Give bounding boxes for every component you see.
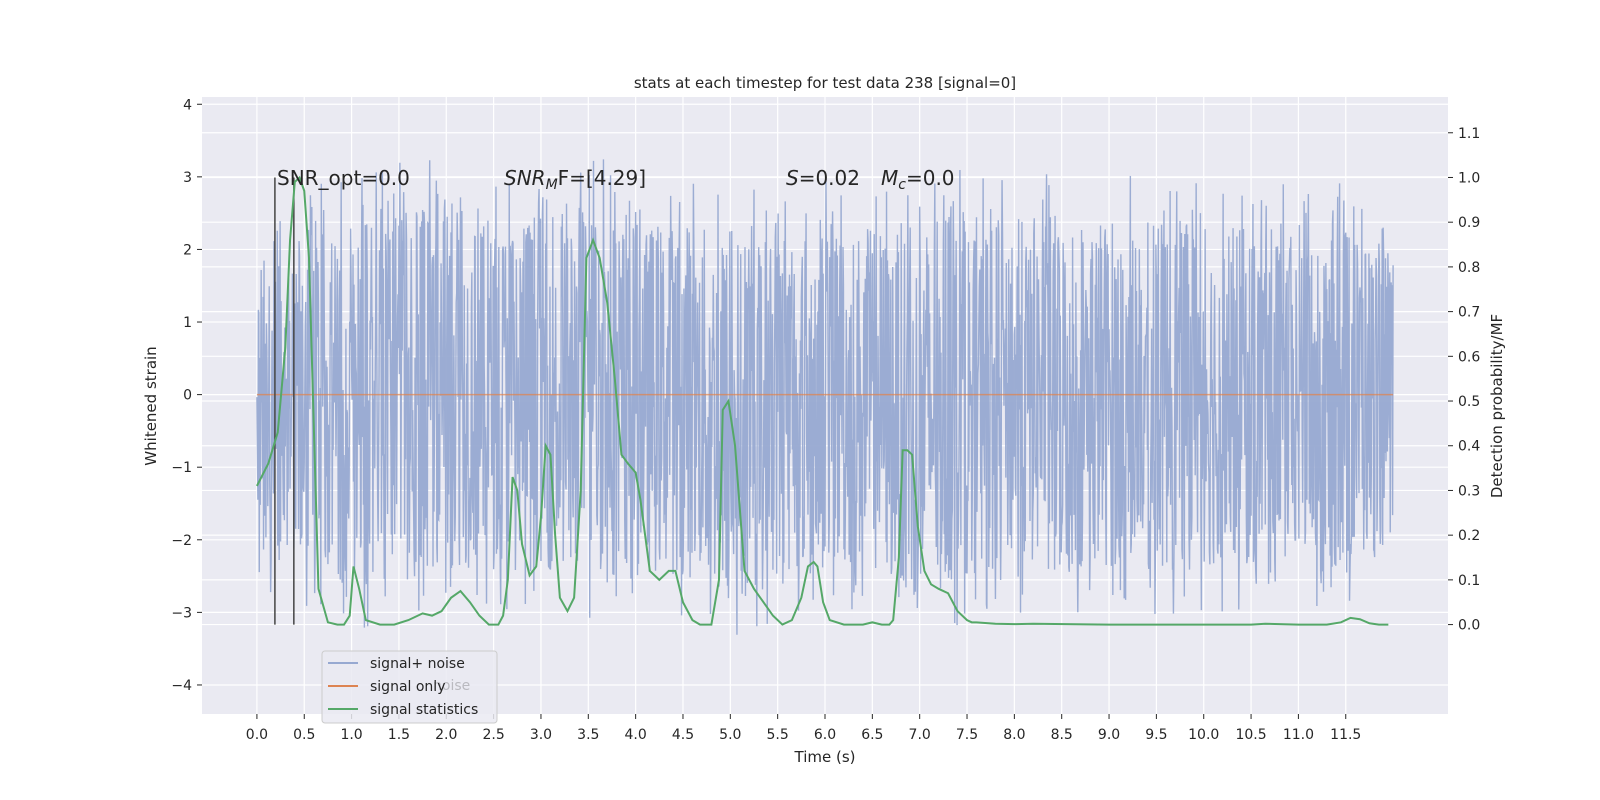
legend-ghost-text: noise bbox=[433, 678, 470, 694]
y-right-tick-label: 0.0 bbox=[1458, 618, 1480, 634]
x-tick-label: 8.0 bbox=[1003, 727, 1025, 743]
snr-mf-subscript: M bbox=[546, 177, 558, 193]
y-left-tick-label: 4 bbox=[183, 97, 192, 113]
x-tick-label: 4.0 bbox=[625, 727, 647, 743]
x-tick-label: 0.5 bbox=[293, 727, 315, 743]
legend-box bbox=[321, 650, 498, 724]
mc-symbol: M bbox=[881, 166, 898, 190]
x-tick-label: 11.0 bbox=[1283, 727, 1314, 743]
x-tick-label: 3.0 bbox=[530, 727, 552, 743]
x-tick-label: 3.5 bbox=[577, 727, 599, 743]
annotation-s: S=0.02 bbox=[786, 166, 860, 190]
y-right-tick-label: 0.6 bbox=[1458, 349, 1480, 365]
y-right-tick-label: 0.8 bbox=[1458, 260, 1480, 276]
y-left-tick-label: −4 bbox=[171, 678, 192, 694]
chart-title: stats at each timestep for test data 238… bbox=[634, 74, 1016, 92]
y-axis-label-right: Detection probability/MF bbox=[1488, 314, 1506, 498]
snr-mf-value: F=[4.29] bbox=[558, 166, 646, 190]
x-tick-label: 5.5 bbox=[767, 727, 789, 743]
x-tick-label: 6.0 bbox=[814, 727, 836, 743]
x-tick-label: 8.5 bbox=[1051, 727, 1073, 743]
annotation-snr-opt: SNR_opt=0.0 bbox=[277, 166, 410, 190]
x-tick-label: 0.0 bbox=[246, 727, 268, 743]
x-tick-label: 11.5 bbox=[1330, 727, 1361, 743]
signal-statistics-line bbox=[256, 175, 1389, 626]
legend-label-signal-noise: signal+ noise bbox=[370, 656, 465, 672]
line-layer bbox=[256, 175, 1394, 626]
y-right-tick-label: 0.1 bbox=[1458, 573, 1480, 589]
y-right-tick-label: 0.3 bbox=[1458, 483, 1480, 499]
y-left-tick-label: 0 bbox=[183, 388, 192, 404]
x-tick-label: 2.5 bbox=[482, 727, 504, 743]
y-right-tick-label: 0.4 bbox=[1458, 439, 1480, 455]
x-tick-label: 6.5 bbox=[861, 727, 883, 743]
x-tick-label: 2.0 bbox=[435, 727, 457, 743]
y-left-tick-label: −2 bbox=[171, 533, 192, 549]
y-right-tick-label: 0.9 bbox=[1458, 215, 1480, 231]
annotation-snr-mf: SNRMF=[4.29] bbox=[504, 166, 646, 193]
mc-subscript: c bbox=[898, 177, 906, 193]
x-tick-label: 4.5 bbox=[672, 727, 694, 743]
annotation-mc: Mc=0.0 bbox=[881, 166, 955, 193]
x-tick-label: 1.5 bbox=[388, 727, 410, 743]
legend: noise signal+ noise signal only signal s… bbox=[321, 650, 498, 724]
tick-layer: 0.0 0.5 1.0 1.5 2.0 2.5 3.0 3.5 4.0 4.5 5.0 5.5 6.0 6… bbox=[171, 97, 1480, 743]
s-value: =0.02 bbox=[799, 166, 860, 190]
mc-value: =0.0 bbox=[906, 166, 955, 190]
y-left-tick-label: 1 bbox=[183, 315, 192, 331]
x-tick-label: 10.5 bbox=[1235, 727, 1266, 743]
y-right-tick-label: 1.0 bbox=[1458, 170, 1480, 186]
x-tick-label: 10.0 bbox=[1188, 727, 1219, 743]
y-left-tick-label: 2 bbox=[183, 242, 192, 258]
x-tick-label: 1.0 bbox=[340, 727, 362, 743]
x-tick-label: 7.5 bbox=[956, 727, 978, 743]
y-left-tick-label: −1 bbox=[171, 460, 192, 476]
y-left-tick-label: −3 bbox=[171, 605, 192, 621]
y-left-tick-label: 3 bbox=[183, 170, 192, 186]
noise-trace-layer bbox=[256, 159, 1394, 635]
x-axis-label: Time (s) bbox=[794, 748, 856, 766]
x-tick-label: 5.0 bbox=[719, 727, 741, 743]
y-right-tick-label: 0.7 bbox=[1458, 305, 1480, 321]
x-tick-label: 9.5 bbox=[1145, 727, 1167, 743]
y-right-tick-label: 0.2 bbox=[1458, 528, 1480, 544]
x-tick-label: 7.0 bbox=[909, 727, 931, 743]
s-symbol: S bbox=[786, 166, 799, 190]
signal-noise-trace bbox=[256, 159, 1394, 635]
y-right-tick-label: 0.5 bbox=[1458, 394, 1480, 410]
legend-label-signal-statistics: signal statistics bbox=[370, 702, 478, 718]
x-tick-label: 9.0 bbox=[1098, 727, 1120, 743]
snr-mf-symbol: SNR bbox=[504, 166, 546, 190]
y-right-tick-label: 1.1 bbox=[1458, 126, 1480, 142]
y-axis-label-left: Whitened strain bbox=[142, 346, 160, 465]
legend-label-signal-only: signal only bbox=[370, 679, 445, 695]
